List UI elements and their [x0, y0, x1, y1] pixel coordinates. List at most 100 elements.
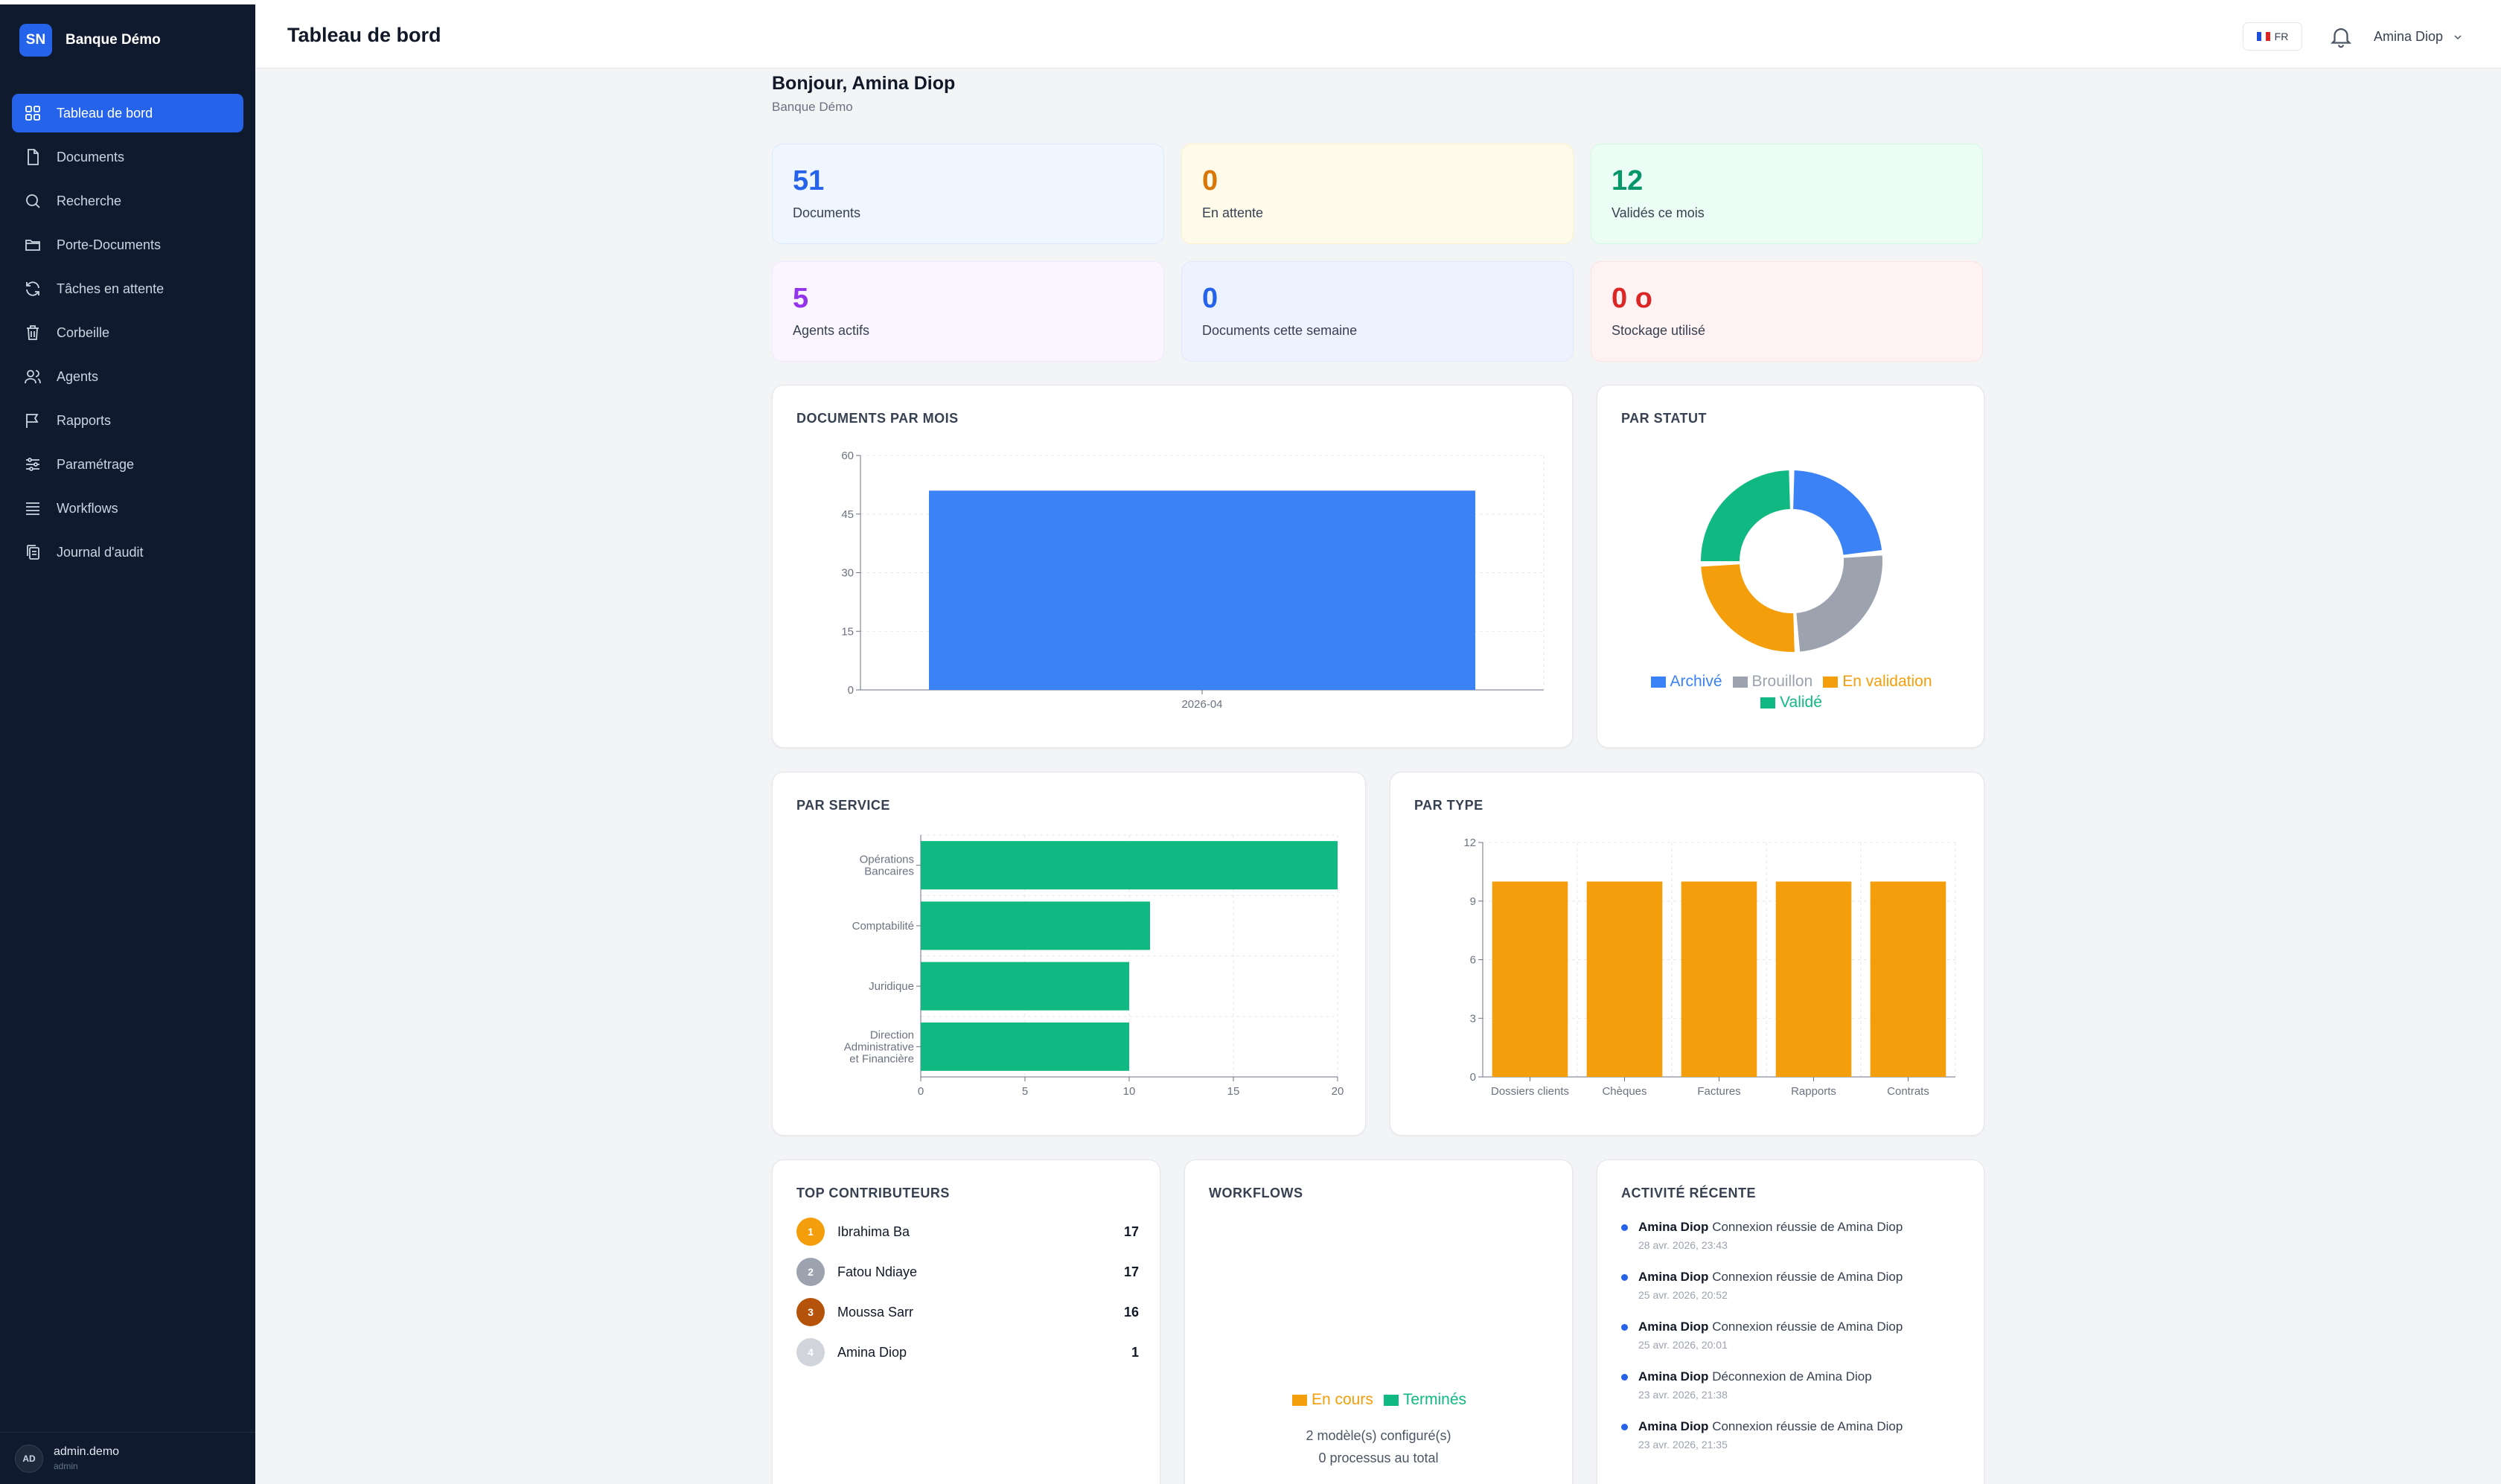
x-tick-label: Chèques	[1602, 1085, 1646, 1098]
sidebar-item-documents[interactable]: Documents	[12, 138, 243, 176]
chevron-down-icon	[2454, 34, 2462, 39]
contributor-row[interactable]: 2 Fatou Ndiaye 17	[796, 1257, 1139, 1287]
donut-slice-brouillon	[1796, 555, 1882, 652]
stat-label: En attente	[1202, 205, 1264, 220]
legend-item-termines[interactable]: Terminés	[1383, 1391, 1466, 1409]
user-menu[interactable]: Amina Diop	[2374, 29, 2464, 45]
stat-label: Documents	[793, 205, 861, 220]
contributor-row[interactable]: 4 Amina Diop 1	[796, 1337, 1139, 1367]
activity-user: Amina Diop	[1638, 1270, 1709, 1284]
copy-icon	[27, 545, 39, 560]
sidebar-item-corbeille[interactable]: Corbeille	[12, 313, 243, 352]
x-tick-label: Dossiers clients	[1491, 1085, 1569, 1098]
y-tick-label: 45	[841, 508, 854, 521]
chart-par-type: 0 3 6 9 12 Dossiers clients Chèques Factures Rap…	[1463, 837, 1956, 1098]
activity-time: 25 avr. 2026, 20:01	[1638, 1339, 1728, 1351]
y-tick-label: Juridique	[869, 980, 914, 993]
y-tick-label: Comptabilité	[852, 920, 914, 933]
sidebar-item-recherche[interactable]: Recherche	[12, 182, 243, 220]
chart-documents-par-mois: 0 15 30 45 60 2026-04	[841, 450, 1545, 711]
greeting-title: Bonjour, Amina Diop	[772, 73, 956, 94]
language-switcher[interactable]: FR	[2243, 22, 2302, 51]
bell-icon[interactable]	[2328, 24, 2354, 49]
y-tick-label: 15	[841, 625, 854, 638]
rank-badge: 1	[796, 1218, 825, 1246]
legend-item-archive[interactable]: Archivé	[1650, 673, 1722, 691]
y-tick-label: 30	[841, 567, 854, 580]
sidebar-item-agents[interactable]: Agents	[12, 357, 243, 396]
sidebar-user[interactable]: AD admin.demo admin	[0, 1432, 255, 1484]
stat-card-stockage[interactable]: 0 o Stockage utilisé	[1591, 261, 1983, 362]
stat-card-valides[interactable]: 12 Validés ce mois	[1591, 144, 1983, 244]
rank-badge: 4	[796, 1338, 825, 1366]
workflows-legend: En cours Terminés	[1185, 1391, 1574, 1409]
contributor-name: Fatou Ndiaye	[837, 1264, 918, 1279]
type-bar	[1775, 881, 1852, 1077]
legend-item-en-cours[interactable]: En cours	[1291, 1391, 1373, 1409]
y-tick-label: 0	[1470, 1071, 1476, 1084]
sidebar-nav: Tableau de bord Documents Recherche Port…	[12, 94, 243, 577]
contributor-name: Ibrahima Ba	[837, 1224, 910, 1239]
activity-item[interactable]: Amina Diop Connexion réussie de Amina Di…	[1621, 1270, 1971, 1301]
stat-card-documents[interactable]: 51 Documents	[772, 144, 1164, 244]
y-tick-label: 60	[841, 450, 854, 462]
activity-message: Connexion réussie de Amina Diop	[1712, 1220, 1903, 1234]
sidebar-item-label: Agents	[57, 368, 99, 384]
month-bar	[929, 490, 1475, 690]
legend-label: Archivé	[1670, 673, 1722, 690]
top-strip	[0, 0, 2501, 4]
legend-item-en-validation[interactable]: En validation	[1823, 673, 1932, 691]
card-title: PAR TYPE	[1414, 798, 1483, 813]
workflow-processes-count: 0 processus au total	[1318, 1451, 1439, 1465]
legend-item-valide[interactable]: Validé	[1760, 694, 1822, 711]
activity-message: Déconnexion de Amina Diop	[1712, 1369, 1872, 1384]
stat-card-en-attente[interactable]: 0 En attente	[1181, 144, 1574, 244]
greeting-subtitle: Banque Démo	[772, 100, 853, 114]
card-activite-recente: ACTIVITÉ RÉCENTE Amina Diop Connexion ré…	[1597, 1160, 1984, 1484]
activity-item[interactable]: Amina Diop Connexion réussie de Amina Di…	[1621, 1419, 1971, 1451]
donut-slice-en-validation	[1701, 564, 1795, 652]
grid-icon	[25, 106, 40, 121]
activity-item[interactable]: Amina Diop Déconnexion de Amina Diop 23 …	[1621, 1369, 1971, 1401]
activity-message: Connexion réussie de Amina Diop	[1712, 1419, 1903, 1433]
activity-item[interactable]: Amina Diop Connexion réussie de Amina Di…	[1621, 1220, 1971, 1251]
legend-item-brouillon[interactable]: Brouillon	[1732, 673, 1812, 691]
language-code: FR	[2274, 31, 2289, 42]
refresh-icon	[26, 281, 39, 296]
sidebar-item-label: Porte-Documents	[57, 237, 162, 252]
sidebar-item-label: Workflows	[57, 500, 118, 516]
sidebar-item-workflows[interactable]: Workflows	[12, 489, 243, 528]
contributor-count: 17	[1123, 1224, 1139, 1239]
status-legend: Archivé Brouillon En validation Validé	[1627, 673, 1955, 711]
french-flag-icon	[2256, 32, 2270, 41]
sidebar-item-rapports[interactable]: Rapports	[12, 401, 243, 440]
x-tick-label: 0	[918, 1085, 924, 1098]
stat-card-documents-semaine[interactable]: 0 Documents cette semaine	[1181, 261, 1574, 362]
folder-icon	[25, 240, 40, 251]
sidebar-item-label: Corbeille	[57, 324, 110, 340]
sidebar-item-label: Tableau de bord	[57, 105, 153, 121]
stat-value: 5	[793, 283, 809, 314]
y-tick-label: 12	[1463, 837, 1476, 849]
sidebar-item-parametrage[interactable]: Paramétrage	[12, 445, 243, 484]
user-role: admin	[54, 1461, 78, 1471]
card-title: WORKFLOWS	[1209, 1186, 1303, 1200]
sidebar-item-journal-audit[interactable]: Journal d'audit	[12, 533, 243, 572]
sidebar-item-taches[interactable]: Tâches en attente	[12, 269, 243, 308]
sidebar-item-porte-documents[interactable]: Porte-Documents	[12, 226, 243, 264]
contributor-row[interactable]: 1 Ibrahima Ba 17	[796, 1217, 1139, 1247]
stat-label: Stockage utilisé	[1612, 323, 1706, 338]
brand[interactable]: SN Banque Démo	[19, 24, 161, 57]
card-title: PAR SERVICE	[796, 798, 890, 813]
activity-dot	[1621, 1374, 1628, 1381]
card-par-type: PAR TYPE 0 3 6 9 12 Dossiers clients Chèques Fa…	[1390, 772, 1984, 1136]
sidebar-item-tableau-de-bord[interactable]: Tableau de bord	[12, 94, 243, 132]
activity-item[interactable]: Amina Diop Connexion réussie de Amina Di…	[1621, 1320, 1971, 1351]
sidebar: SN Banque Démo Tableau de bord Documents…	[0, 4, 255, 1484]
sidebar-item-label: Journal d'audit	[57, 544, 144, 560]
contributor-row[interactable]: 3 Moussa Sarr 16	[796, 1297, 1139, 1327]
activity-time: 28 avr. 2026, 23:43	[1638, 1239, 1728, 1251]
y-tick-label: Opérations Bancaires	[860, 854, 914, 878]
activity-time: 23 avr. 2026, 21:38	[1638, 1389, 1728, 1401]
stat-card-agents[interactable]: 5 Agents actifs	[772, 261, 1164, 362]
